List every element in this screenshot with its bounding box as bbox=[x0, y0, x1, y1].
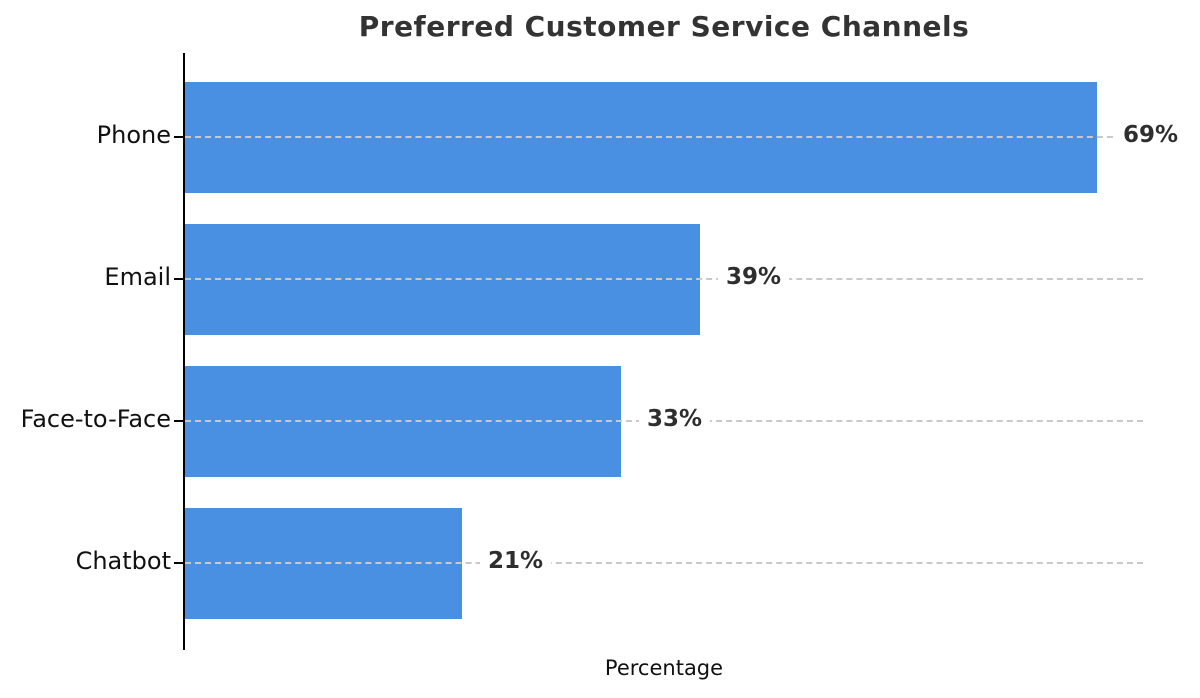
value-label: 69% bbox=[1115, 120, 1187, 150]
category-label: Chatbot bbox=[75, 547, 171, 575]
gridline bbox=[185, 562, 1143, 564]
value-label: 21% bbox=[480, 546, 552, 576]
y-axis-tick bbox=[174, 277, 183, 281]
y-axis-tick bbox=[174, 135, 183, 139]
x-axis-label: Percentage bbox=[604, 656, 724, 680]
category-label: Face-to-Face bbox=[20, 405, 171, 433]
y-axis-spine bbox=[182, 53, 185, 650]
y-axis-tick bbox=[174, 419, 183, 423]
value-label: 33% bbox=[639, 404, 711, 434]
plot-area: Phone 69% Email 39% Face-to-Face 33% Chatbot 21… bbox=[21, 53, 1187, 650]
category-label: Email bbox=[104, 263, 171, 291]
gridline bbox=[185, 278, 1143, 280]
chart-title: Preferred Customer Service Channels bbox=[358, 10, 970, 43]
category-label: Phone bbox=[96, 121, 171, 149]
value-label: 39% bbox=[718, 262, 790, 292]
gridline bbox=[185, 136, 1143, 138]
y-axis-tick bbox=[174, 561, 183, 565]
